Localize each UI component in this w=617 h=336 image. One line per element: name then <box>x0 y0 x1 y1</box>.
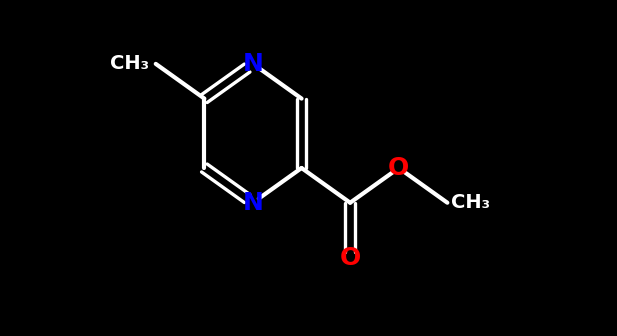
Text: CH₃: CH₃ <box>110 54 149 73</box>
Text: N: N <box>242 52 263 76</box>
Text: N: N <box>242 191 263 215</box>
Text: O: O <box>339 246 361 270</box>
Text: O: O <box>388 156 409 180</box>
Text: CH₃: CH₃ <box>451 193 490 212</box>
